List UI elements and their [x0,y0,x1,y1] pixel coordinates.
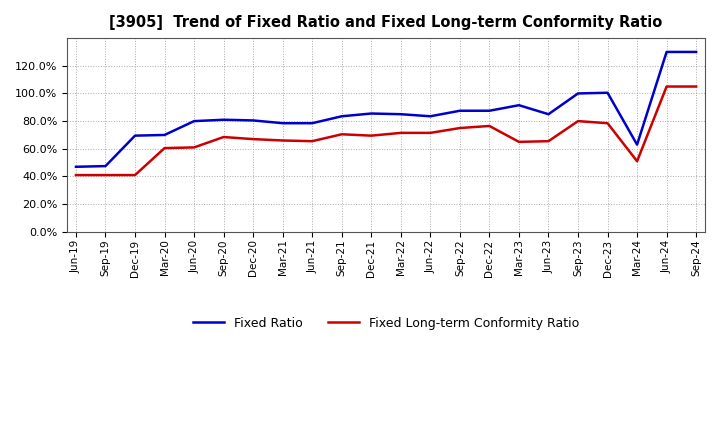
Fixed Ratio [456,108,464,114]
Fixed Ratio [220,117,228,122]
Fixed Long-term Conformity Ratio [308,139,317,144]
Fixed Long-term Conformity Ratio [692,84,701,89]
Fixed Ratio [544,112,553,117]
Fixed Long-term Conformity Ratio [71,172,80,178]
Legend: Fixed Ratio, Fixed Long-term Conformity Ratio: Fixed Ratio, Fixed Long-term Conformity … [188,312,585,335]
Fixed Long-term Conformity Ratio [397,130,405,136]
Fixed Long-term Conformity Ratio [485,123,494,128]
Fixed Ratio [161,132,169,138]
Fixed Ratio [692,49,701,55]
Fixed Long-term Conformity Ratio [603,121,612,126]
Fixed Long-term Conformity Ratio [367,133,376,138]
Fixed Ratio [308,121,317,126]
Fixed Long-term Conformity Ratio [249,136,258,142]
Fixed Long-term Conformity Ratio [662,84,671,89]
Fixed Long-term Conformity Ratio [161,146,169,151]
Fixed Ratio [515,103,523,108]
Fixed Long-term Conformity Ratio [426,130,435,136]
Fixed Ratio [190,118,199,124]
Fixed Long-term Conformity Ratio [131,172,140,178]
Fixed Ratio [338,114,346,119]
Title: [3905]  Trend of Fixed Ratio and Fixed Long-term Conformity Ratio: [3905] Trend of Fixed Ratio and Fixed Lo… [109,15,662,30]
Fixed Ratio [397,112,405,117]
Fixed Ratio [249,118,258,123]
Fixed Long-term Conformity Ratio [456,125,464,131]
Fixed Ratio [279,121,287,126]
Fixed Ratio [662,49,671,55]
Fixed Ratio [367,111,376,116]
Fixed Long-term Conformity Ratio [338,132,346,137]
Fixed Long-term Conformity Ratio [220,134,228,139]
Fixed Long-term Conformity Ratio [279,138,287,143]
Fixed Long-term Conformity Ratio [102,172,110,178]
Fixed Ratio [131,133,140,138]
Fixed Long-term Conformity Ratio [633,158,642,164]
Fixed Ratio [71,164,80,169]
Fixed Long-term Conformity Ratio [574,118,582,124]
Line: Fixed Ratio: Fixed Ratio [76,52,696,167]
Fixed Long-term Conformity Ratio [515,139,523,144]
Fixed Long-term Conformity Ratio [190,145,199,150]
Fixed Ratio [485,108,494,114]
Fixed Ratio [426,114,435,119]
Fixed Ratio [574,91,582,96]
Line: Fixed Long-term Conformity Ratio: Fixed Long-term Conformity Ratio [76,87,696,175]
Fixed Long-term Conformity Ratio [544,139,553,144]
Fixed Ratio [102,163,110,169]
Fixed Ratio [633,142,642,147]
Fixed Ratio [603,90,612,95]
